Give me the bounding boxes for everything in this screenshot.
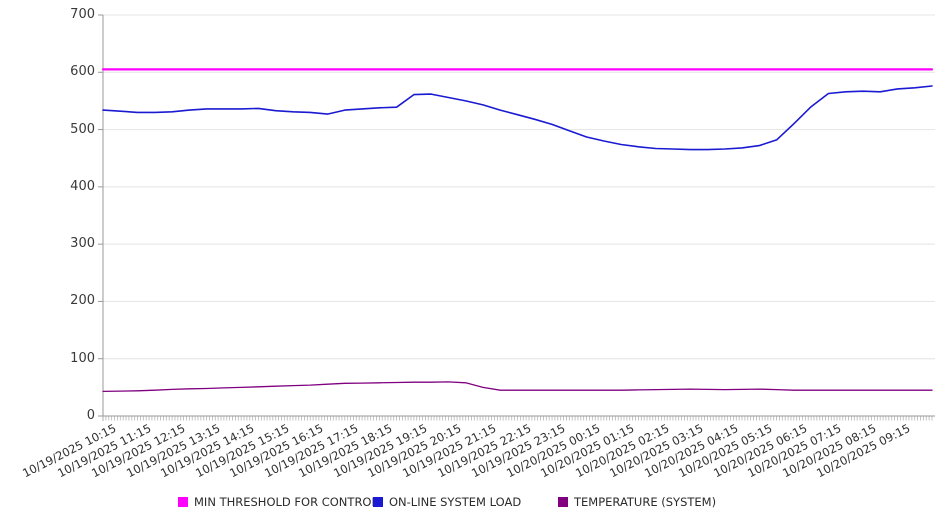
series-line-temperature-system-	[102, 381, 933, 393]
y-axis-tick-label: 700	[70, 7, 95, 22]
y-axis-tick-label: 0	[86, 408, 95, 423]
series-line-on-line-system-load	[102, 85, 933, 151]
y-axis-tick-label: 400	[70, 178, 95, 194]
y-axis-tick-label: 100	[70, 350, 95, 366]
legend-label: ON-LINE SYSTEM LOAD	[389, 495, 522, 509]
legend-item-min-threshold-for-control: MIN THRESHOLD FOR CONTROL	[178, 495, 378, 509]
legend-item-temperature-system-: TEMPERATURE (SYSTEM)	[558, 495, 716, 509]
y-axis-tick-label: 500	[70, 121, 95, 137]
legend-swatch-icon	[558, 497, 568, 507]
y-axis-tick-label: 200	[70, 293, 95, 309]
legend-label: MIN THRESHOLD FOR CONTROL	[194, 495, 378, 509]
legend-swatch-icon	[178, 497, 188, 507]
y-axis-tick-label: 600	[70, 64, 95, 80]
legend-label: TEMPERATURE (SYSTEM)	[574, 495, 717, 509]
y-axis-tick-label: 300	[70, 236, 95, 252]
legend-item-on-line-system-load: ON-LINE SYSTEM LOAD	[373, 495, 521, 509]
legend-swatch-icon	[373, 497, 383, 507]
